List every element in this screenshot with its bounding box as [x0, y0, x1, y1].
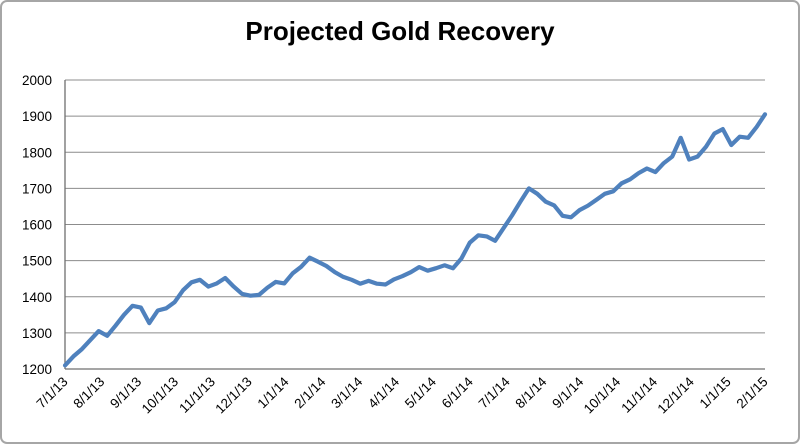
y-axis-tick-label: 1400: [22, 290, 52, 305]
chart-title: Projected Gold Recovery: [245, 16, 555, 46]
x-axis-tick-label: 11/1/14: [618, 374, 660, 416]
x-axis-tick-label: 10/1/14: [581, 374, 624, 417]
x-axis-tick-label: 2/1/14: [291, 374, 328, 411]
y-axis-tick-label: 1700: [22, 181, 52, 196]
x-axis-tick-label: 1/1/15: [697, 374, 734, 411]
y-axis-tick-label: 1300: [22, 326, 52, 341]
x-axis-tick-label: 7/1/14: [476, 374, 513, 411]
gold-recovery-line: [62, 112, 768, 368]
x-axis-tick-label: 5/1/14: [402, 374, 439, 411]
x-axis-tick-label: 2/1/15: [734, 374, 771, 411]
y-axis-tick-label: 1600: [22, 218, 52, 233]
x-axis-tick-label: 8/1/13: [70, 374, 107, 411]
x-axis-tick-label: 8/1/14: [512, 374, 549, 411]
x-axis-tick-label: 7/1/13: [34, 374, 71, 411]
y-axis-tick-label: 1500: [22, 254, 52, 269]
x-axis-tick-label: 10/1/13: [139, 374, 181, 416]
y-axis-tick-label: 1200: [22, 362, 52, 377]
x-axis-tick-label: 12/1/14: [655, 374, 698, 417]
y-axis-tick-label: 1900: [22, 109, 52, 124]
y-axis-tick-label: 2000: [22, 73, 52, 88]
x-axis-tick-label: 11/1/13: [176, 374, 218, 416]
y-axis-tick-label: 1800: [22, 145, 52, 160]
x-axis-tick-label: 12/1/13: [212, 374, 254, 416]
x-axis-tick-label: 4/1/14: [365, 374, 402, 411]
x-axis-tick-label: 1/1/14: [255, 374, 292, 411]
x-axis-tick-label: 6/1/14: [439, 374, 476, 411]
x-axis-tick-label: 3/1/14: [328, 374, 365, 411]
